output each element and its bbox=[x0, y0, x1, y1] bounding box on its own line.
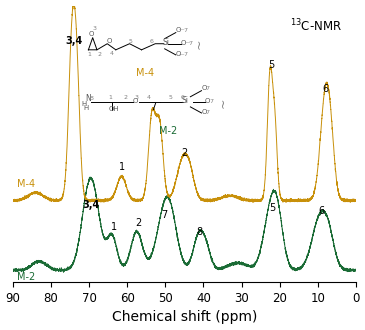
Text: 5: 5 bbox=[268, 60, 274, 70]
Text: 6: 6 bbox=[318, 206, 324, 215]
Text: 5: 5 bbox=[269, 203, 275, 213]
Text: M-2: M-2 bbox=[17, 272, 35, 282]
X-axis label: Chemical shift (ppm): Chemical shift (ppm) bbox=[112, 311, 257, 324]
Text: 1: 1 bbox=[119, 162, 124, 172]
Text: 3,4: 3,4 bbox=[82, 200, 100, 210]
Text: 7: 7 bbox=[150, 102, 156, 112]
Text: 3,4: 3,4 bbox=[65, 36, 82, 46]
Text: 7: 7 bbox=[161, 211, 168, 220]
Text: 2: 2 bbox=[135, 218, 141, 228]
Text: M-4: M-4 bbox=[17, 179, 35, 188]
Text: 8: 8 bbox=[196, 227, 203, 237]
Text: 1: 1 bbox=[111, 222, 117, 232]
Text: 2: 2 bbox=[181, 148, 188, 158]
Text: 6: 6 bbox=[322, 84, 328, 94]
Text: $^{13}$C-NMR: $^{13}$C-NMR bbox=[290, 17, 342, 34]
